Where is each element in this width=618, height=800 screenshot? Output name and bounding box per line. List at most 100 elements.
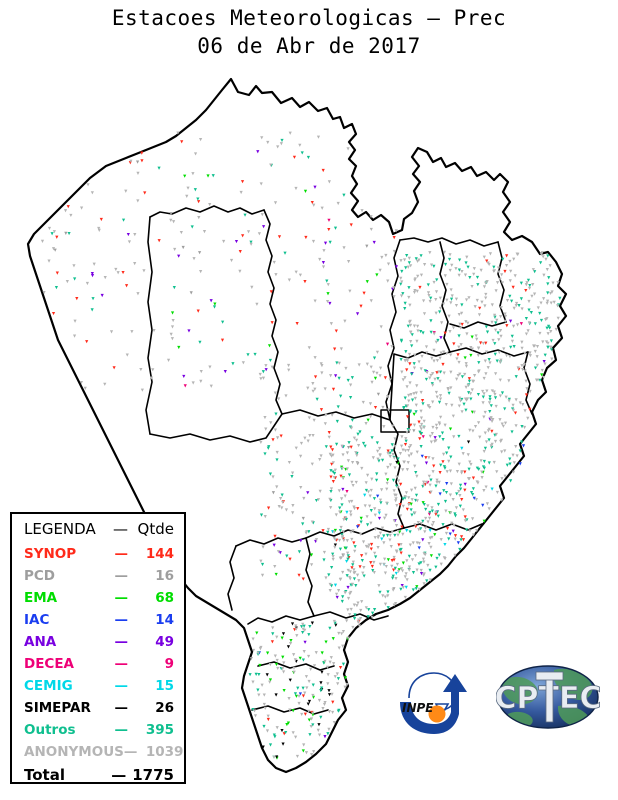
station-marker-anonymous (272, 755, 276, 759)
station-marker-anonymous (314, 651, 318, 655)
station-marker-anonymous (345, 467, 349, 471)
station-marker-synop (400, 525, 404, 529)
station-marker-ana (323, 241, 328, 245)
station-marker-anonymous (351, 625, 355, 630)
station-marker-anonymous (300, 712, 304, 717)
station-marker-anonymous (342, 518, 346, 522)
station-marker-anonymous (268, 680, 272, 684)
station-marker-synop (220, 338, 225, 342)
station-marker-outros (469, 491, 474, 495)
station-marker-anonymous (383, 557, 387, 561)
station-marker-anonymous (492, 460, 496, 465)
legend-qty-0: 144 (145, 546, 174, 562)
station-marker-anonymous (538, 331, 542, 336)
station-marker-ema (307, 718, 311, 722)
station-marker-anonymous (482, 392, 486, 396)
station-marker-outros (301, 658, 305, 662)
legend-dash-6: — (114, 678, 129, 694)
station-marker-anonymous (434, 423, 439, 427)
station-marker-anonymous (410, 498, 414, 502)
station-marker-anonymous (384, 472, 388, 476)
station-marker-outros (285, 554, 289, 558)
station-marker-anonymous (103, 382, 107, 386)
station-marker-anonymous (290, 471, 295, 475)
station-marker-anonymous (365, 515, 369, 519)
station-marker-outros (457, 268, 461, 272)
station-marker-anonymous (384, 564, 388, 569)
station-marker-anonymous (464, 320, 468, 324)
station-marker-outros (331, 470, 335, 474)
station-marker-outros (408, 409, 412, 413)
station-marker-anonymous (271, 475, 275, 479)
station-marker-ana (335, 595, 339, 600)
station-marker-anonymous (541, 375, 546, 380)
station-marker-synop (443, 331, 447, 335)
station-marker-anonymous (479, 459, 483, 463)
station-marker-anonymous (382, 541, 386, 545)
station-marker-anonymous (337, 646, 341, 650)
station-marker-simepar (395, 460, 399, 465)
station-marker-anonymous (329, 656, 333, 660)
station-marker-anonymous (444, 531, 449, 536)
station-marker-synop (399, 551, 403, 555)
station-marker-anonymous (378, 498, 383, 502)
station-marker-anonymous (311, 711, 315, 715)
station-marker-anonymous (437, 421, 441, 425)
station-marker-anonymous (281, 500, 285, 504)
station-marker-anonymous (512, 306, 516, 310)
station-marker-anonymous (336, 201, 340, 206)
station-marker-anonymous (273, 654, 277, 658)
station-marker-anonymous (370, 477, 374, 481)
station-marker-anonymous (389, 545, 393, 549)
legend-dash-3: — (114, 612, 129, 628)
legend-label-9: ANONYMOUS (24, 744, 124, 760)
station-marker-anonymous (333, 538, 337, 542)
cptec-globe-outline-icon (497, 665, 599, 729)
station-marker-anonymous (360, 209, 364, 213)
station-marker-outros (449, 455, 453, 459)
station-marker-anonymous (309, 563, 314, 567)
station-marker-synop (310, 200, 314, 205)
station-marker-simepar (281, 742, 285, 746)
station-marker-decea (427, 512, 432, 516)
station-marker-ema (285, 723, 289, 727)
station-marker-synop (463, 470, 467, 474)
station-marker-synop (453, 534, 458, 538)
station-marker-anonymous (500, 498, 504, 502)
station-marker-anonymous (172, 220, 176, 224)
station-marker-anonymous (297, 694, 301, 698)
station-marker-anonymous (173, 247, 177, 252)
station-marker-pcd (271, 491, 276, 495)
station-marker-anonymous (528, 389, 532, 394)
station-marker-synop (485, 259, 489, 263)
station-marker-outros (493, 342, 497, 346)
station-marker-anonymous (86, 183, 90, 187)
station-marker-anonymous (332, 619, 336, 624)
station-marker-anonymous (483, 410, 487, 415)
station-marker-anonymous (490, 389, 494, 393)
station-marker-outros (411, 571, 416, 575)
station-marker-anonymous (520, 340, 524, 344)
station-marker-outros (406, 324, 410, 328)
state-border-14 (305, 537, 315, 617)
station-marker-anonymous (514, 398, 518, 402)
station-marker-anonymous (299, 441, 304, 446)
station-marker-outros (121, 218, 126, 222)
station-marker-anonymous (514, 424, 518, 428)
station-marker-anonymous (348, 570, 352, 574)
station-marker-anonymous (385, 481, 389, 486)
station-marker-anonymous (549, 330, 553, 334)
station-marker-anonymous (333, 545, 337, 549)
station-marker-outros (335, 442, 339, 447)
station-marker-anonymous (322, 550, 327, 555)
station-marker-anonymous (361, 540, 366, 544)
station-marker-anonymous (367, 543, 371, 547)
station-marker-anonymous (401, 378, 405, 382)
station-marker-anonymous (384, 253, 388, 258)
station-marker-anonymous (480, 470, 484, 474)
station-marker-anonymous (392, 249, 396, 254)
legend-row-ana: ANA —49 (12, 634, 184, 656)
station-marker-anonymous (405, 468, 409, 472)
station-marker-anonymous (413, 353, 417, 357)
station-marker-anonymous (407, 393, 411, 398)
